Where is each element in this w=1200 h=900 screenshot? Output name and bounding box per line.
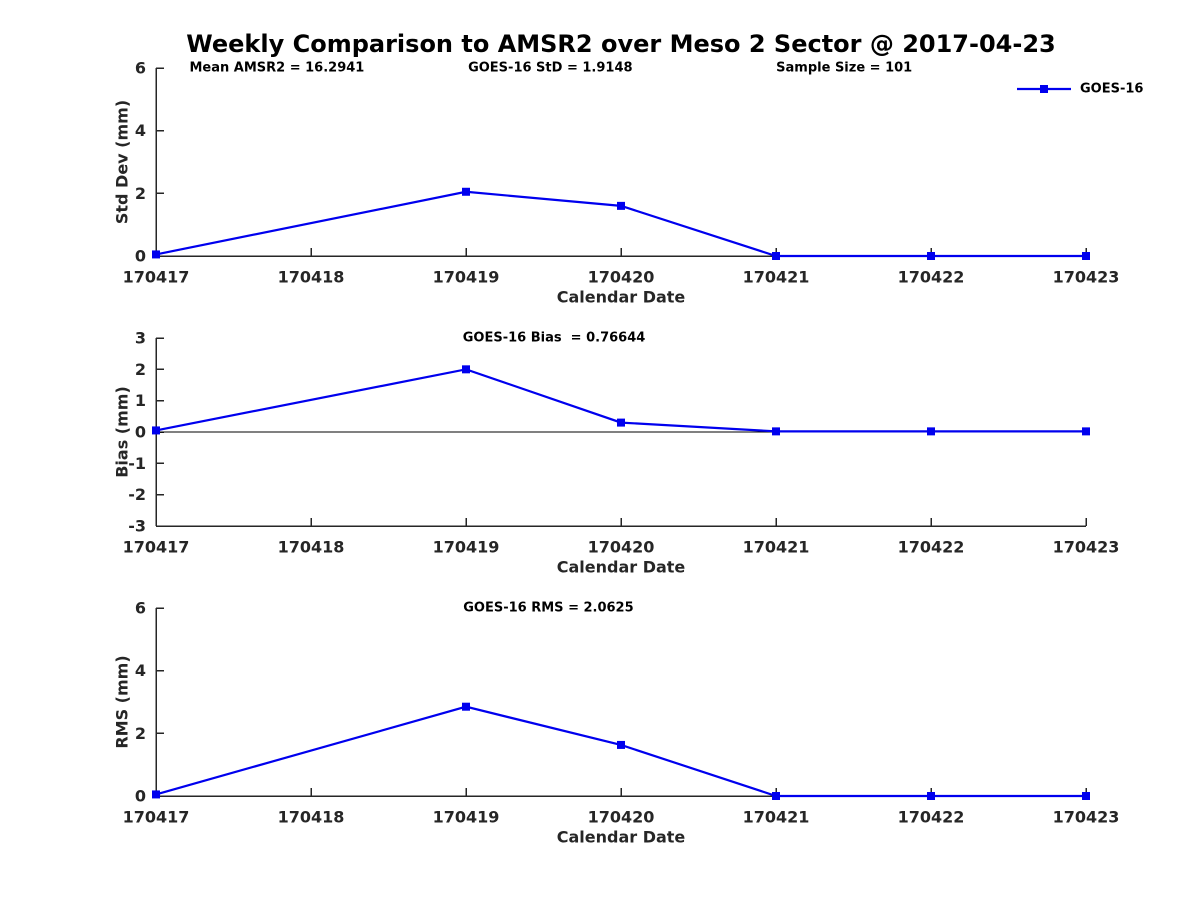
x-tick-label: 170420 (588, 268, 655, 287)
x-tick-label: 170423 (1053, 538, 1120, 557)
x-tick-label: 170423 (1053, 268, 1120, 287)
y-tick-label: 0 (135, 423, 146, 442)
stat-annotation: Mean AMSR2 = 16.2941 (189, 61, 364, 76)
x-tick-label: 170420 (588, 538, 655, 557)
y-tick-label: 0 (135, 787, 146, 806)
x-tick-label: 170420 (588, 808, 655, 827)
subplot-std-dev: 0 2 4 6 170417 170418 170419 170420 170421 170422… (113, 59, 1120, 307)
x-tick-label: 170418 (278, 538, 345, 557)
figure-title: Weekly Comparison to AMSR2 over Meso 2 S… (186, 30, 1056, 58)
data-point-marker (462, 702, 470, 711)
x-tick-label: 170422 (898, 268, 965, 287)
subplot-bias: -3 -2 -1 0 1 2 3 170417 170418 170419 170420 170421… (113, 329, 1120, 577)
x-axis-label: Calendar Date (557, 828, 686, 847)
stat-annotation: GOES-16 RMS = 2.0625 (463, 601, 633, 616)
x-tick-label: 170419 (433, 808, 500, 827)
y-tick-label: 4 (135, 121, 146, 140)
subplot-rms: 0 2 4 6 170417 170418 170419 170420 170421 170422… (113, 599, 1120, 847)
y-tick-label: 2 (135, 184, 146, 203)
x-tick-label: 170417 (123, 538, 190, 557)
x-tick-label: 170419 (433, 268, 500, 287)
y-tick-label: -3 (128, 517, 146, 536)
x-tick-label: 170422 (898, 538, 965, 557)
y-tick-label: 1 (135, 391, 146, 410)
x-tick-label: 170417 (123, 808, 190, 827)
data-line-goes-16 (155, 368, 1086, 433)
legend-marker-icon (1040, 85, 1048, 93)
data-point-marker (1082, 792, 1090, 800)
x-axis-label: Calendar Date (557, 288, 686, 307)
data-point-marker (617, 201, 625, 210)
data-line-goes-16 (155, 190, 1086, 258)
y-tick-label: 0 (135, 247, 146, 266)
legend: GOES-16 (1017, 82, 1143, 97)
x-tick-label: 170421 (743, 808, 810, 827)
x-axis-label: Calendar Date (557, 558, 686, 577)
data-point-marker (772, 252, 780, 260)
data-point-marker (1082, 427, 1090, 436)
y-axis-label: Bias (mm) (113, 386, 132, 478)
y-tick-label: 2 (135, 724, 146, 743)
data-point-marker (462, 365, 470, 374)
x-tick-label: 170421 (743, 538, 810, 557)
data-point-marker (927, 792, 935, 800)
x-tick-label: 170417 (123, 268, 190, 287)
y-tick-label: 2 (135, 360, 146, 379)
data-point-marker (152, 250, 160, 259)
y-tick-label: 6 (135, 59, 146, 78)
y-tick-label: -1 (128, 454, 146, 473)
y-tick-label: 3 (135, 329, 146, 348)
data-point-marker (617, 418, 625, 427)
x-tick-label: 170419 (433, 538, 500, 557)
y-axis-label: Std Dev (mm) (113, 100, 132, 224)
x-tick-label: 170418 (278, 808, 345, 827)
data-point-marker (1082, 252, 1090, 260)
x-tick-label: 170421 (743, 268, 810, 287)
y-tick-label: -2 (128, 485, 146, 504)
y-tick-label: 4 (135, 661, 146, 680)
x-tick-label: 170423 (1053, 808, 1120, 827)
stat-annotation: GOES-16 Bias = 0.76644 (463, 331, 646, 346)
data-point-marker (462, 187, 470, 196)
data-point-marker (152, 426, 160, 435)
data-point-marker (927, 252, 935, 260)
x-tick-label: 170418 (278, 268, 345, 287)
data-line-goes-16 (155, 705, 1086, 798)
stat-annotation: Sample Size = 101 (776, 61, 912, 76)
data-point-marker (927, 427, 935, 436)
x-tick-label: 170422 (898, 808, 965, 827)
legend-label: GOES-16 (1080, 82, 1143, 97)
y-axis-label: RMS (mm) (113, 655, 132, 748)
data-point-marker (617, 740, 625, 749)
data-point-marker (772, 792, 780, 800)
y-tick-label: 6 (135, 599, 146, 618)
data-point-marker (152, 790, 160, 799)
data-point-marker (772, 427, 780, 436)
stat-annotation: GOES-16 StD = 1.9148 (468, 61, 632, 76)
